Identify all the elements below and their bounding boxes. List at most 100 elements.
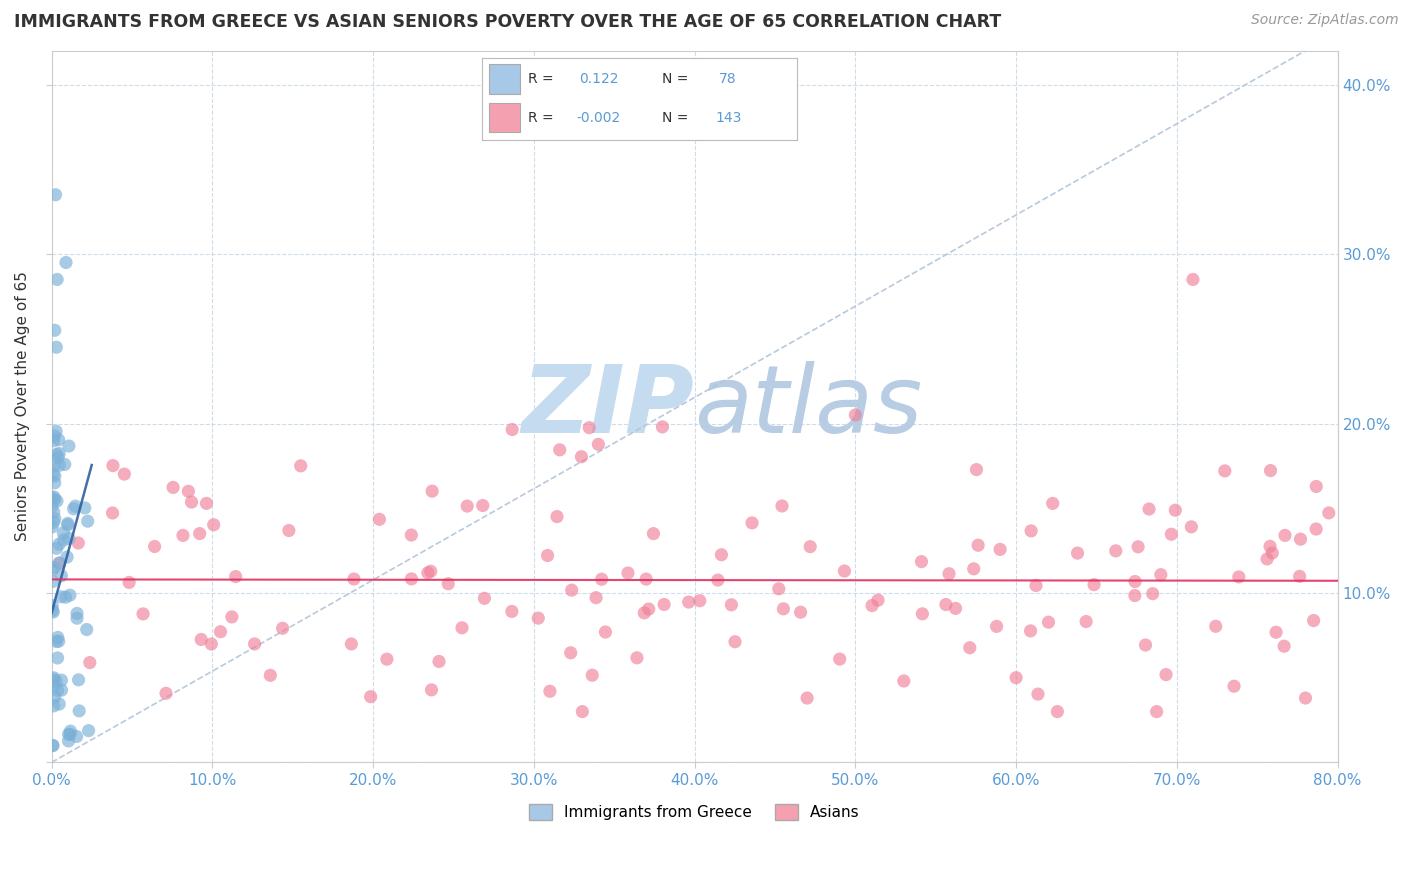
Point (1066, 546, 1088, 560)
Point (772, 602, 794, 616)
Point (1123, 574, 1146, 589)
Point (789, 605, 811, 619)
Point (41, 739, 63, 753)
Y-axis label: Seniors Poverty Over the Age of 65: Seniors Poverty Over the Age of 65 (15, 272, 30, 541)
Point (527, 611, 550, 625)
Point (41, 574, 63, 589)
Point (221, 610, 243, 624)
Point (65, 499, 87, 513)
Point (707, 573, 730, 587)
Point (959, 640, 981, 655)
Point (46, 651, 69, 665)
Point (42, 671, 65, 685)
Point (720, 598, 742, 612)
Point (112, 467, 135, 482)
Point (1227, 570, 1250, 584)
Point (46, 272, 69, 286)
Point (67, 536, 90, 550)
Point (548, 442, 571, 457)
Point (910, 555, 932, 569)
Point (571, 705, 593, 719)
Point (45, 674, 67, 689)
Point (1076, 615, 1098, 629)
Point (271, 621, 294, 635)
Point (437, 576, 460, 591)
Point (48, 446, 70, 460)
Point (79, 656, 101, 670)
Point (1256, 552, 1278, 566)
Point (501, 604, 523, 618)
Point (41, 491, 63, 505)
Point (48, 433, 70, 447)
Point (1274, 528, 1296, 542)
Point (988, 542, 1011, 557)
Point (67, 673, 90, 687)
Point (1123, 589, 1146, 603)
Point (56, 517, 79, 532)
Point (360, 690, 382, 704)
Point (155, 686, 177, 700)
Point (375, 652, 398, 666)
Point (1305, 522, 1327, 536)
Point (56, 549, 79, 564)
Point (55, 590, 77, 604)
Point (58, 439, 80, 453)
Point (132, 607, 155, 621)
Point (1026, 687, 1049, 701)
Point (1265, 625, 1288, 640)
Point (945, 601, 967, 615)
Point (340, 637, 363, 651)
Point (45, 447, 67, 461)
Point (860, 599, 883, 613)
Point (52, 525, 75, 540)
Point (1135, 638, 1157, 652)
Point (66, 611, 89, 625)
Point (1289, 532, 1312, 546)
Point (42, 505, 65, 519)
Point (44, 690, 66, 704)
Point (578, 420, 600, 434)
Point (177, 484, 200, 499)
Point (48, 537, 70, 551)
Point (44, 323, 66, 337)
Point (591, 572, 613, 586)
Point (1105, 544, 1128, 558)
Point (427, 655, 450, 669)
Point (118, 575, 141, 590)
Point (65, 730, 87, 744)
Point (689, 593, 711, 607)
Point (893, 673, 915, 688)
Point (202, 517, 225, 532)
Point (343, 572, 366, 586)
Point (416, 566, 439, 580)
Point (536, 549, 558, 563)
Point (560, 646, 582, 660)
Point (963, 562, 986, 576)
Point (828, 652, 851, 666)
Point (617, 566, 640, 580)
Point (935, 598, 957, 612)
Text: IMMIGRANTS FROM GREECE VS ASIAN SENIORS POVERTY OVER THE AGE OF 65 CORRELATION C: IMMIGRANTS FROM GREECE VS ASIAN SENIORS … (14, 13, 1001, 31)
Point (45, 424, 67, 438)
Point (59, 727, 82, 741)
Point (42, 605, 65, 619)
Point (77, 723, 100, 738)
Point (678, 595, 700, 609)
Point (46, 494, 69, 508)
Point (1146, 705, 1168, 719)
Point (59, 588, 82, 602)
Point (42, 467, 65, 482)
Point (967, 538, 990, 552)
Point (1005, 671, 1028, 685)
Point (1083, 577, 1105, 591)
Point (652, 598, 675, 612)
Point (48, 557, 70, 571)
Point (55, 255, 77, 269)
Point (46, 631, 69, 645)
Point (41, 520, 63, 534)
Point (966, 462, 988, 476)
Point (799, 540, 821, 554)
Point (420, 484, 443, 499)
Point (1154, 667, 1177, 681)
Point (46, 450, 69, 465)
